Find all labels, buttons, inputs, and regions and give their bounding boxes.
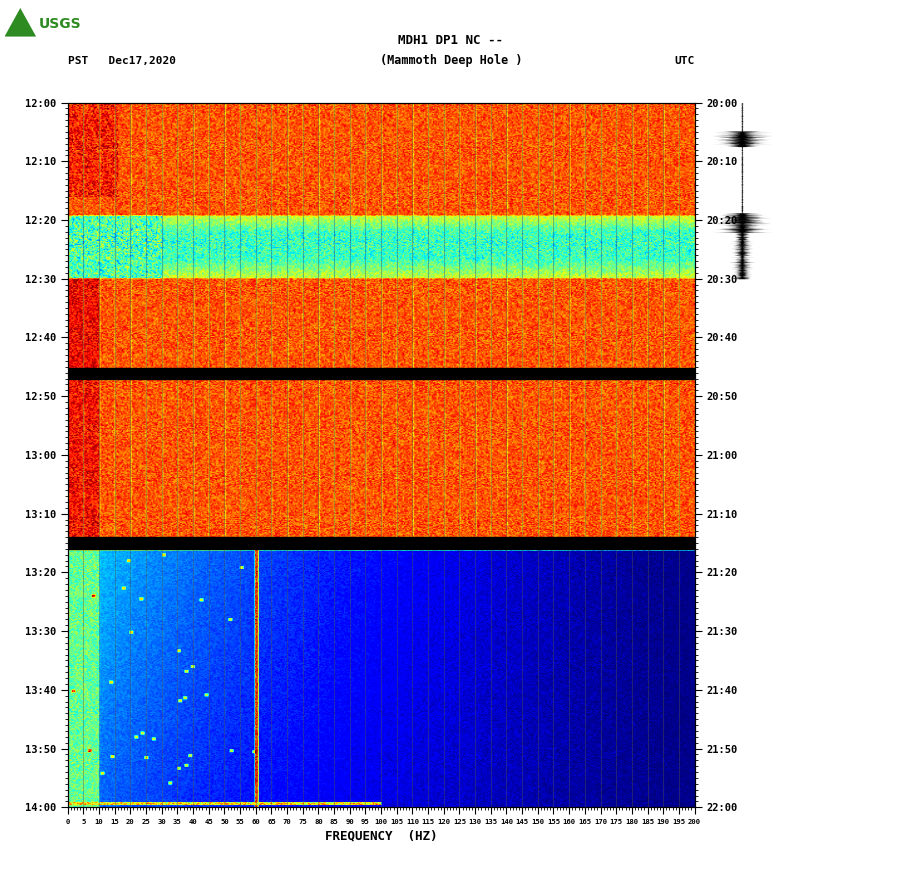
- Text: PST   Dec17,2020: PST Dec17,2020: [68, 55, 176, 66]
- Text: MDH1 DP1 NC --: MDH1 DP1 NC --: [399, 34, 503, 46]
- Text: UTC: UTC: [675, 55, 695, 66]
- Polygon shape: [5, 8, 36, 37]
- Text: USGS: USGS: [40, 17, 82, 31]
- Text: (Mammoth Deep Hole ): (Mammoth Deep Hole ): [380, 54, 522, 67]
- X-axis label: FREQUENCY  (HZ): FREQUENCY (HZ): [325, 830, 437, 842]
